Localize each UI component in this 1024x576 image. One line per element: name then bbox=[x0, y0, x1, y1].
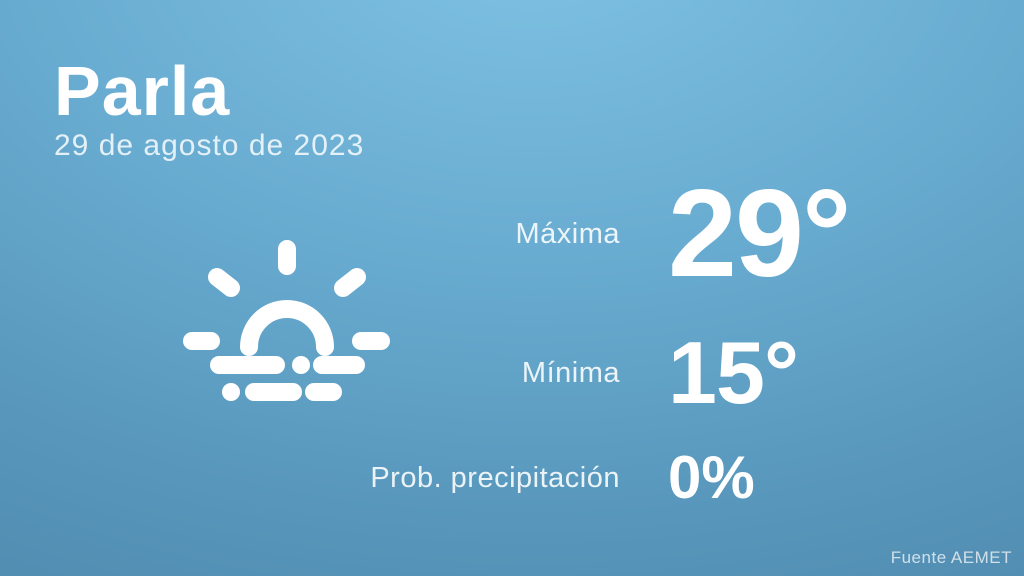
max-temp-value: 29° bbox=[668, 165, 852, 303]
max-temp-label: Máxima bbox=[515, 217, 620, 250]
city-title: Parla bbox=[54, 52, 231, 130]
min-temp-row: Mínima 15° bbox=[360, 329, 973, 417]
forecast-date: 29 de agosto de 2023 bbox=[54, 128, 365, 162]
sun-ray-left-icon bbox=[208, 268, 240, 297]
data-source-credit: Fuente AEMET bbox=[890, 548, 1012, 567]
sun-ray-right-icon bbox=[334, 268, 366, 297]
max-temp-row: Máxima 29° bbox=[360, 172, 973, 296]
precipitation-label: Prob. precipitación bbox=[370, 461, 620, 494]
min-temp-value: 15° bbox=[668, 323, 799, 422]
precipitation-row: Prob. precipitación 0% bbox=[360, 444, 973, 512]
sun-arc-icon bbox=[240, 300, 334, 356]
min-temp-label: Mínima bbox=[521, 356, 620, 389]
precipitation-value: 0% bbox=[668, 444, 755, 511]
sunrise-mist-icon bbox=[183, 240, 390, 401]
location-header: Parla 29 de agosto de 2023 bbox=[54, 52, 365, 163]
